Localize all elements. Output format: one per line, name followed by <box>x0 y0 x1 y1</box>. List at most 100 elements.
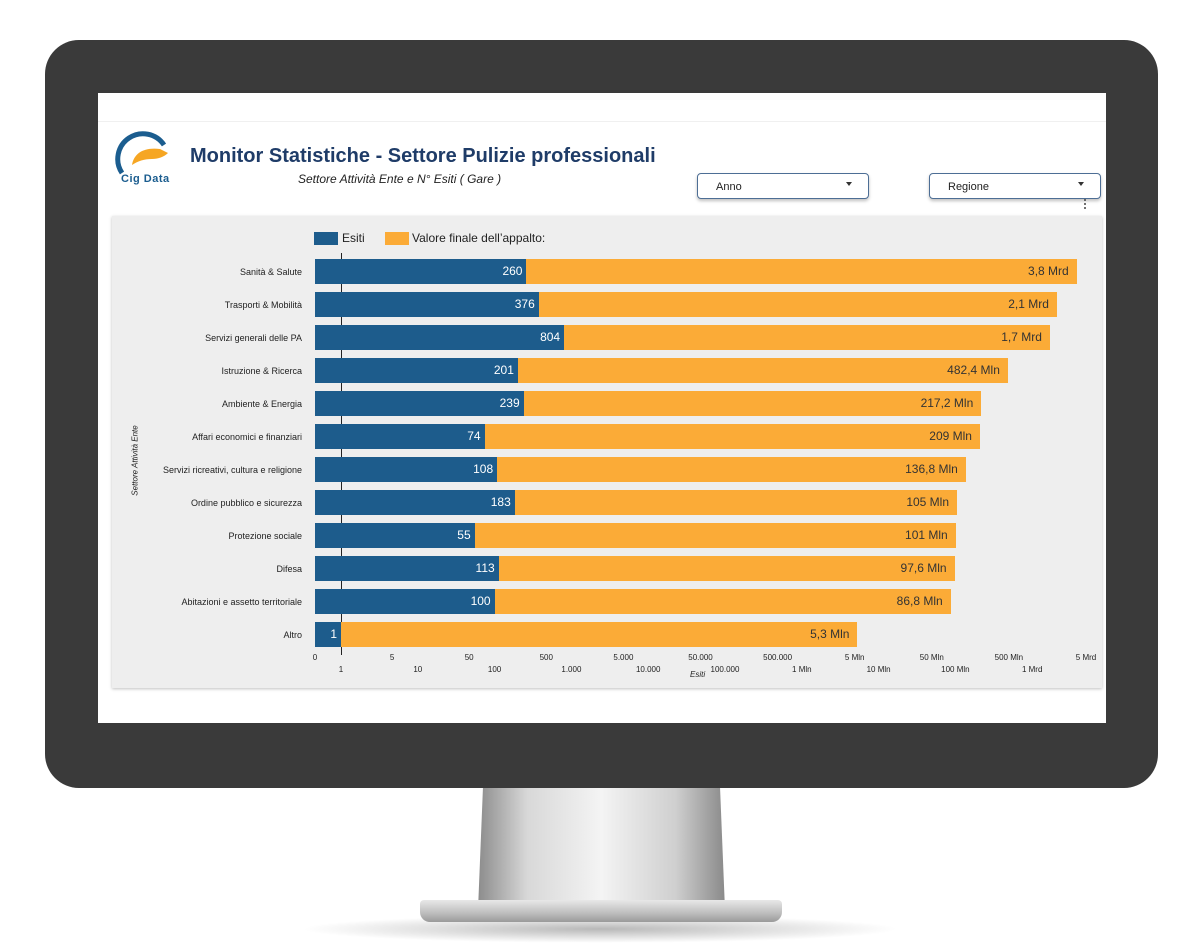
regione-dropdown[interactable]: Regione <box>929 173 1101 199</box>
top-strip <box>98 93 1106 122</box>
cig-data-logo-icon <box>115 131 168 175</box>
category-label: Istruzione & Ricerca <box>221 366 302 376</box>
bar-valore[interactable] <box>538 292 1057 317</box>
x-tick-label-bottom: 100 Mln <box>941 665 970 674</box>
bar-label-esiti: 1 <box>330 627 337 641</box>
regione-dropdown-label: Regione <box>948 181 989 193</box>
bar-label-esiti: 108 <box>473 462 494 476</box>
bar-esiti[interactable] <box>315 490 515 515</box>
legend-swatch-esiti <box>314 232 338 245</box>
category-label: Servizi ricreativi, cultura e religione <box>162 465 302 475</box>
x-tick-label-top: 500 Mln <box>994 653 1024 662</box>
x-tick-label-top: 5.000 <box>613 653 634 662</box>
bar-label-esiti: 376 <box>514 297 535 311</box>
chevron-down-icon <box>1078 182 1084 186</box>
bar-esiti[interactable] <box>315 259 527 284</box>
bar-label-esiti: 74 <box>467 429 481 443</box>
bar-label-valore: 482,4 Mln <box>947 363 1000 377</box>
bar-valore[interactable] <box>484 424 980 449</box>
bar-label-valore: 3,8 Mrd <box>1028 264 1069 278</box>
bar-esiti[interactable] <box>315 589 495 614</box>
bar-valore[interactable] <box>494 589 951 614</box>
bar-esiti[interactable] <box>315 523 475 548</box>
x-tick-label-bottom: 1.000 <box>561 665 582 674</box>
monitor-stand-neck <box>478 788 725 910</box>
bar-esiti[interactable] <box>315 622 341 647</box>
page-title: Monitor Statistiche - Settore Pulizie pr… <box>190 145 656 167</box>
x-tick-label-bottom: 100 <box>487 665 502 674</box>
category-label: Trasporti & Mobilità <box>224 300 302 310</box>
x-tick-label-top: 500 <box>539 653 553 662</box>
bar-label-esiti: 55 <box>457 528 471 542</box>
category-label: Servizi generali delle PA <box>205 333 302 343</box>
bar-label-esiti: 183 <box>490 495 511 509</box>
bar-label-valore: 2,1 Mrd <box>1008 297 1049 311</box>
bar-label-valore: 101 Mln <box>905 528 948 542</box>
legend-label-esiti: Esiti <box>342 231 365 245</box>
bar-valore[interactable] <box>497 457 966 482</box>
bar-valore[interactable] <box>526 259 1077 284</box>
monitor-stand-base <box>420 900 782 922</box>
bar-valore[interactable] <box>517 358 1008 383</box>
bar-valore[interactable] <box>514 490 958 515</box>
bar-label-valore: 136,8 Mln <box>905 462 958 476</box>
x-tick-label-bottom: 1 Mrd <box>1021 665 1043 674</box>
screen: Cig Data Monitor Statistiche - Settore P… <box>98 93 1106 723</box>
bar-esiti[interactable] <box>315 424 485 449</box>
bar-valore[interactable] <box>564 325 1050 350</box>
bar-label-valore: 1,7 Mrd <box>1001 330 1042 344</box>
x-tick-label-bottom: 10 Mln <box>866 665 891 674</box>
category-label: Affari economici e finanziari <box>192 432 302 442</box>
bar-valore[interactable] <box>341 622 858 647</box>
x-tick-label-top: 5 Mln <box>844 653 865 662</box>
logo-text: Cig Data <box>121 173 170 185</box>
bar-label-esiti: 260 <box>502 264 523 278</box>
bar-esiti[interactable] <box>315 391 524 416</box>
x-tick-label-top: 5 Mrd <box>1075 653 1097 662</box>
x-tick-label-top: 50 <box>464 653 474 662</box>
x-tick-label-top: 5 <box>389 653 395 662</box>
bar-label-valore: 97,6 Mln <box>900 561 947 575</box>
anno-dropdown[interactable]: Anno <box>697 173 869 199</box>
x-tick-label-top: 50.000 <box>688 653 713 662</box>
bar-label-valore: 209 Mln <box>929 429 972 443</box>
category-label: Abitazioni e assetto territoriale <box>181 597 302 607</box>
bar-valore[interactable] <box>498 556 955 581</box>
x-tick-label-bottom: 10.000 <box>635 665 661 674</box>
x-tick-label-bottom: 1 <box>338 665 344 674</box>
bar-esiti[interactable] <box>315 358 518 383</box>
bar-esiti[interactable] <box>315 556 499 581</box>
x-axis-title: Esiti <box>690 670 706 679</box>
category-label: Ambiente & Energia <box>221 399 302 409</box>
bar-label-esiti: 100 <box>470 594 491 608</box>
x-tick-label-bottom: 100.000 <box>710 665 740 674</box>
page-subtitle: Settore Attività Ente e N° Esiti ( Gare … <box>298 172 502 186</box>
axis-baseline <box>341 253 342 655</box>
bar-label-esiti: 804 <box>540 330 561 344</box>
bar-label-valore: 105 Mln <box>906 495 950 509</box>
bar-label-esiti: 239 <box>499 396 520 410</box>
bar-label-valore: 217,2 Mln <box>920 396 974 410</box>
x-tick-label-top: 50 Mln <box>919 653 944 662</box>
bar-valore[interactable] <box>523 391 982 416</box>
bar-valore[interactable] <box>474 523 956 548</box>
bar-label-esiti: 201 <box>493 363 514 377</box>
category-label: Protezione sociale <box>228 531 302 541</box>
bar-esiti[interactable] <box>315 325 565 350</box>
more-options-icon[interactable] <box>1083 199 1087 211</box>
x-tick-label-top: 500.000 <box>763 653 793 662</box>
bar-label-valore: 5,3 Mln <box>810 627 850 641</box>
x-tick-label-bottom: 1 Mln <box>792 665 812 674</box>
bar-esiti[interactable] <box>315 457 498 482</box>
x-tick-label-top: 0 <box>312 653 318 662</box>
anno-dropdown-label: Anno <box>716 181 742 193</box>
category-label: Sanità & Salute <box>239 267 302 277</box>
category-label: Difesa <box>276 564 302 574</box>
bar-esiti[interactable] <box>315 292 539 317</box>
chart-panel: Esiti Valore finale dell’appalto: Settor… <box>112 216 1102 688</box>
bar-label-esiti: 113 <box>475 561 495 575</box>
category-label: Ordine pubblico e sicurezza <box>190 498 302 508</box>
x-tick-label-bottom: 10 <box>413 665 423 674</box>
category-label: Altro <box>283 630 302 640</box>
chevron-down-icon <box>846 182 852 186</box>
